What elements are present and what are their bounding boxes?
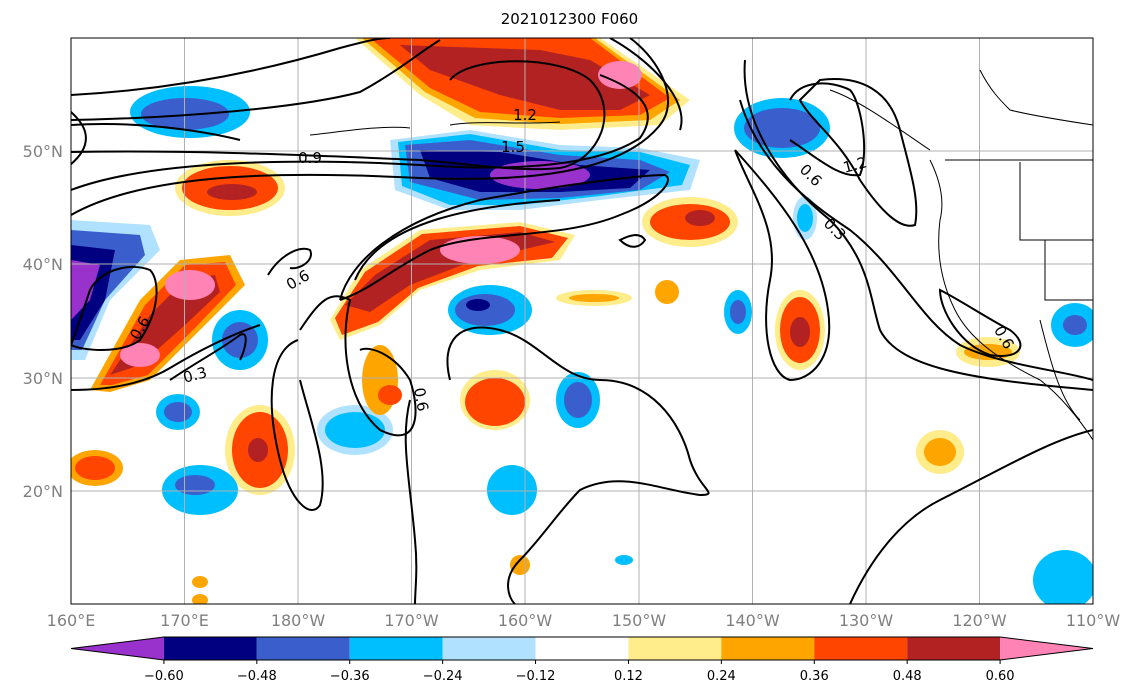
- lon-tick-label: 160°W: [498, 611, 553, 630]
- lat-ticks: 50°N 40°N 30°N 20°N: [23, 142, 63, 501]
- colorbar-tick-label: −0.12: [516, 669, 556, 684]
- lat-tick-label: 40°N: [23, 255, 63, 274]
- colorbar-tick-label: 0.12: [614, 669, 643, 684]
- lon-tick-label: 110°W: [1066, 611, 1121, 630]
- colorbar-tick-label: 0.60: [986, 669, 1015, 684]
- lon-ticks: 160°E 170°E 180°W 170°W 160°W 150°W 140°…: [47, 611, 1121, 630]
- lon-tick-label: 170°W: [384, 611, 439, 630]
- colorbar-tick-label: −0.48: [237, 669, 277, 684]
- lat-tick-label: 30°N: [23, 369, 63, 388]
- colorbar-tick-label: 0.24: [707, 669, 736, 684]
- colorbar-segment: [814, 637, 908, 660]
- coastlines: [309, 69, 1093, 441]
- lon-tick-label: 180°W: [271, 611, 326, 630]
- contour-label: 1.5: [501, 138, 525, 156]
- colorbar-segment: [721, 637, 815, 660]
- map-title: 2021012300 F060: [500, 10, 639, 28]
- lon-tick-label: 130°W: [839, 611, 894, 630]
- colorbar-segment: [907, 637, 1001, 660]
- colorbar-tick-label: 0.48: [893, 669, 922, 684]
- colorbar-ticks: −0.60 −0.48 −0.36 −0.24 −0.12 0.12 0.24 0.36 0.4…: [144, 660, 1015, 684]
- lat-tick-label: 50°N: [23, 142, 63, 161]
- colorbar-segment: [535, 637, 629, 660]
- contour-label: 0.6: [410, 386, 432, 413]
- lon-tick-label: 140°W: [725, 611, 780, 630]
- gridlines: [71, 38, 1093, 604]
- colorbar-segment: [442, 637, 536, 660]
- lat-tick-label: 20°N: [23, 482, 63, 501]
- contour-label: 1.2: [513, 106, 537, 124]
- lon-tick-label: 160°E: [47, 611, 96, 630]
- lon-tick-label: 150°W: [612, 611, 667, 630]
- colorbar-tick-label: −0.36: [330, 669, 370, 684]
- colorbar-segment: [163, 637, 257, 660]
- colorbar: −0.60 −0.48 −0.36 −0.24 −0.12 0.12 0.24 0.36 0.4…: [70, 636, 1094, 684]
- contour-label: 1.2: [841, 153, 869, 177]
- map-content: 1.2 1.5 0.9 0.6 0.6 0.3 0.6 1.2 0.6 0.3 …: [71, 38, 1093, 604]
- colorbar-tick-label: −0.60: [144, 669, 184, 684]
- colorbar-segment: [256, 637, 350, 660]
- lon-tick-label: 170°E: [160, 611, 209, 630]
- contour-label: 0.9: [298, 149, 322, 167]
- contour-lines: [71, 38, 1093, 604]
- colorbar-tick-label: −0.24: [423, 669, 463, 684]
- colorbar-tick-label: 0.36: [800, 669, 829, 684]
- colorbar-segments: [70, 636, 1094, 661]
- colorbar-segment: [71, 637, 164, 660]
- colorbar-segment: [349, 637, 443, 660]
- lon-tick-label: 120°W: [952, 611, 1007, 630]
- map-frame: [70, 37, 1094, 605]
- colorbar-segment: [628, 637, 722, 660]
- contour-label: 0.3: [181, 363, 209, 387]
- colorbar-segment: [1000, 637, 1093, 660]
